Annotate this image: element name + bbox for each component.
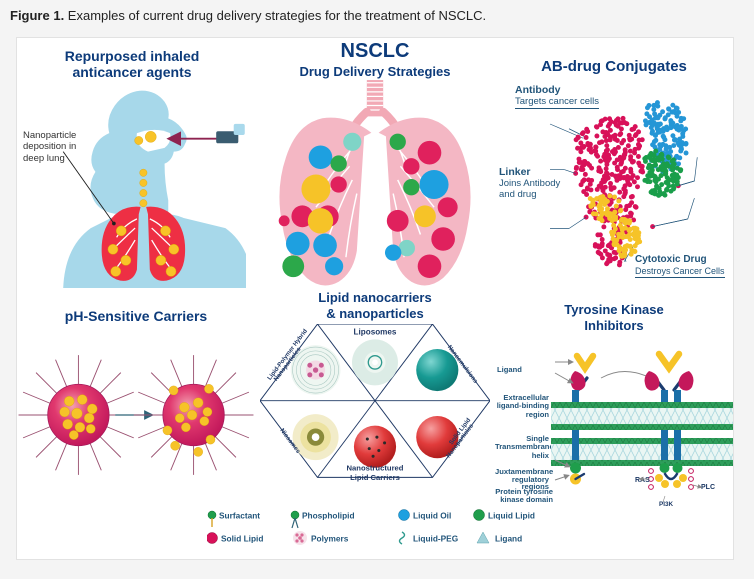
svg-text:Ligand: Ligand xyxy=(495,534,522,544)
svg-text:Polymers: Polymers xyxy=(311,534,349,544)
svg-text:Liquid Oil: Liquid Oil xyxy=(413,511,451,521)
svg-text:PLC: PLC xyxy=(701,484,715,491)
svg-text:Liposomes: Liposomes xyxy=(354,328,397,337)
svg-text:Surfactant: Surfactant xyxy=(219,511,260,521)
svg-text:RAS: RAS xyxy=(635,477,650,484)
svg-text:PI3K: PI3K xyxy=(659,501,673,508)
svg-text:Liquid-PEG: Liquid-PEG xyxy=(413,534,458,544)
svg-text:Nanostructured: Nanostructured xyxy=(346,464,403,473)
svg-text:Phospholipid: Phospholipid xyxy=(302,511,355,521)
svg-text:Solid Lipid: Solid Lipid xyxy=(221,534,263,544)
svg-text:Liquid Lipid: Liquid Lipid xyxy=(488,511,535,521)
svg-text:Lipid Carriers: Lipid Carriers xyxy=(350,473,400,482)
